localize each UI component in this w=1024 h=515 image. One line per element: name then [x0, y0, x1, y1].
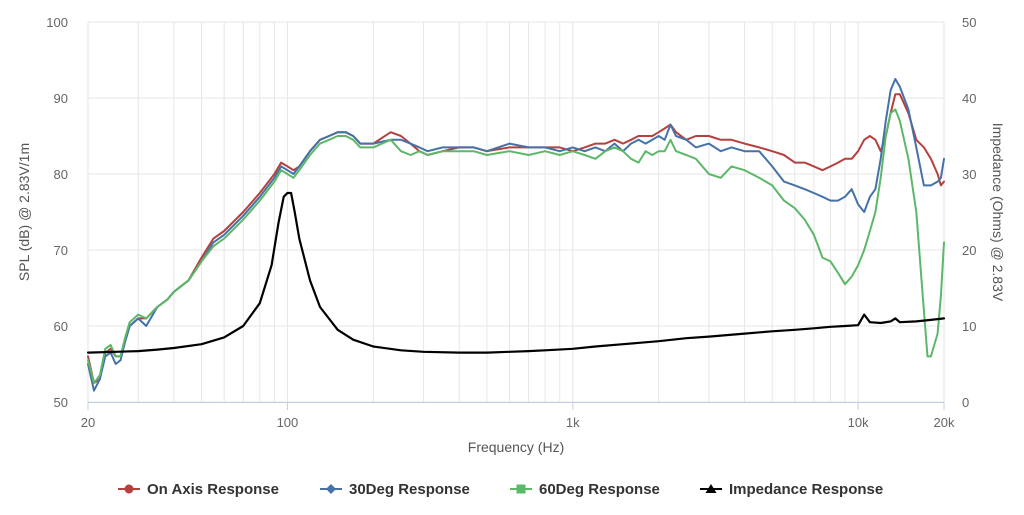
- y2-axis-title: Impedance (Ohms) @ 2.83V: [990, 123, 1006, 302]
- x-tick-label: 100: [277, 415, 299, 430]
- legend-label: Impedance Response: [729, 481, 883, 498]
- x-tick-label: 20k: [934, 415, 955, 430]
- y-tick-label: 70: [54, 243, 68, 258]
- series-line-3: [87, 108, 945, 384]
- series-lines: [86, 78, 946, 392]
- x-tick-label: 10k: [848, 415, 869, 430]
- legend-item-3[interactable]: 60Deg Response: [510, 481, 660, 498]
- legend: On Axis Response 30Deg Response 60Deg Resp…: [118, 481, 883, 498]
- legend-label: 30Deg Response: [349, 481, 470, 498]
- x-axis-title: Frequency (Hz): [468, 439, 564, 455]
- legend-item-1[interactable]: On Axis Response: [118, 481, 279, 498]
- y2-tick-label: 40: [962, 91, 976, 106]
- legend-label: 60Deg Response: [539, 481, 660, 498]
- y-tick-label: 100: [46, 15, 68, 30]
- legend-marker-triangle: [705, 484, 717, 493]
- y2-tick-label: 30: [962, 167, 976, 182]
- legend-marker-square: [516, 484, 526, 494]
- y-tick-label: 50: [54, 395, 68, 410]
- y-tick-label: 60: [54, 319, 68, 334]
- y-axis-title: SPL (dB) @ 2.83V/1m: [16, 143, 32, 281]
- legend-item-4[interactable]: Impedance Response: [700, 481, 883, 498]
- legend-marker-diamond: [326, 484, 336, 494]
- legend-item-2[interactable]: 30Deg Response: [320, 481, 470, 498]
- series-line-4: [86, 191, 946, 354]
- legend-label: On Axis Response: [147, 481, 279, 498]
- y-tick-label: 90: [54, 91, 68, 106]
- x-tick-label: 1k: [566, 415, 580, 430]
- y-tick-label: 80: [54, 167, 68, 182]
- x-tick-label: 20: [81, 415, 95, 430]
- y2-tick-label: 50: [962, 15, 976, 30]
- legend-marker-circle: [124, 484, 134, 494]
- y2-tick-label: 10: [962, 319, 976, 334]
- grid-lines: [87, 21, 945, 403]
- y2-tick-label: 20: [962, 243, 976, 258]
- y2-tick-label: 0: [962, 395, 969, 410]
- axes: 50 60 70 80 90 100 0 10 20 30 40 50 20 100 1k 10k 20k: [46, 15, 976, 430]
